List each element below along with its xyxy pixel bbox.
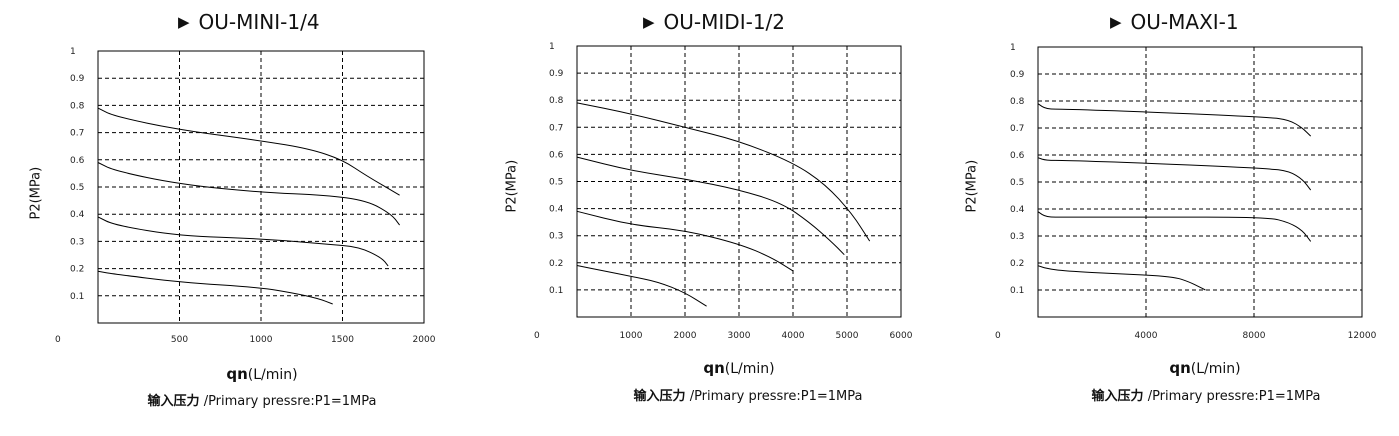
primary-pressure-note: 输入压力 /Primary pressre:P1=1MPa [1092, 385, 1321, 404]
y-tick-label: 0.7 [70, 129, 84, 139]
y-tick-label: 0.1 [70, 292, 84, 302]
y-tick-label: 0.5 [549, 178, 563, 188]
chart-title: ▶ OU-MINI-1/4 [178, 10, 320, 34]
y-tick-label: 0.2 [1010, 259, 1024, 269]
x-axis-label: qn(L/min) [226, 365, 297, 383]
y-tick-label: 0.6 [549, 150, 564, 160]
flow-curve-3 [97, 216, 389, 267]
x-tick-label: 1500 [331, 335, 354, 345]
plot-area: 0.1 0.2 0.3 0.4 0.5 0.6 0.7 0.8 0.9 1 0 1000 2000 300… [534, 42, 913, 341]
x-tick-label: 500 [171, 335, 188, 345]
x-tick-label: 1000 [620, 331, 643, 341]
x-tick-label: 6000 [890, 331, 913, 341]
flow-curve-1 [1037, 103, 1312, 137]
y-tick-label: 0.6 [70, 156, 85, 166]
y-tick-label: 0.1 [1010, 286, 1024, 296]
y-tick-label: 0.2 [70, 265, 84, 275]
chart-title: ▶ OU-MAXI-1 [1110, 10, 1239, 34]
chart-panel-ou-mini: ▶ OU-MINI-1/4 P2(MPa) 0.1 0.2 0.3 0.4 0.5 0.6 0… [0, 0, 460, 436]
note-cn: 输入压力 [147, 394, 200, 409]
flow-curve-3 [576, 210, 794, 272]
y-tick-label: 0.8 [1010, 97, 1025, 107]
x-tick-label: 1000 [250, 335, 273, 345]
x-tick-label: 4000 [1135, 331, 1158, 341]
x-tick-label: 8000 [1243, 331, 1266, 341]
chart-title-text: OU-MIDI-1/2 [663, 10, 786, 34]
y-tick-label: 0.7 [1010, 124, 1024, 134]
flow-curve-1 [97, 107, 400, 196]
note-cn: 输入压力 [1091, 389, 1144, 404]
flow-curve-2 [1037, 157, 1312, 191]
primary-pressure-note: 输入压力 /Primary pressre:P1=1MPa [634, 385, 863, 404]
y-tick-label: 0.4 [70, 210, 85, 220]
x-tick-label: 5000 [836, 331, 859, 341]
y-tick-label: 0.3 [70, 237, 84, 247]
flow-curve-4 [1037, 265, 1206, 291]
note-en: /Primary pressre:P1=1MPa [1147, 389, 1321, 404]
x-axis-label-unit: (L/min) [1190, 361, 1241, 377]
x-tick-label: 0 [534, 331, 540, 341]
x-axis-label-unit: (L/min) [724, 361, 775, 377]
x-axis-label-unit: (L/min) [247, 367, 298, 383]
y-tick-label: 1 [549, 42, 555, 52]
y-tick-label: 1 [70, 47, 76, 57]
x-tick-label: 0 [55, 335, 61, 345]
y-tick-label: 0.2 [549, 259, 563, 269]
x-tick-label: 4000 [782, 331, 805, 341]
flow-curve-2 [97, 162, 401, 226]
plot-area: 0.1 0.2 0.3 0.4 0.5 0.6 0.7 0.8 0.9 1 0 500 1000 1500… [55, 47, 436, 345]
y-tick-label: 0.8 [549, 96, 564, 106]
play-triangle-icon: ▶ [643, 13, 655, 31]
chart-title-text: OU-MINI-1/4 [198, 10, 320, 34]
y-tick-label: 1 [1010, 43, 1016, 53]
chart-title: ▶ OU-MIDI-1/2 [643, 10, 785, 34]
x-tick-label: 2000 [674, 331, 697, 341]
y-tick-label: 0.3 [1010, 232, 1024, 242]
x-axis-label-main: qn [703, 359, 725, 377]
flow-curve-4 [97, 270, 333, 305]
y-tick-label: 0.1 [549, 286, 563, 296]
x-tick-label: 12000 [1348, 331, 1377, 341]
x-tick-label: 2000 [413, 335, 436, 345]
y-tick-label: 0.4 [1010, 205, 1025, 215]
y-tick-label: 0.9 [1010, 70, 1025, 80]
y-tick-label: 0.5 [1010, 178, 1024, 188]
y-tick-label: 0.3 [549, 232, 563, 242]
flow-curve-3 [1037, 211, 1312, 242]
chart-panel-ou-maxi: ▶ OU-MAXI-1 P2(MPa) 0.1 0.2 0.3 0.4 0.5 0.6 0.7… [934, 0, 1394, 436]
y-tick-label: 0.8 [70, 101, 85, 111]
note-cn: 输入压力 [633, 389, 686, 404]
y-tick-label: 0.6 [1010, 151, 1025, 161]
play-triangle-icon: ▶ [1110, 13, 1122, 31]
x-tick-label: 0 [995, 331, 1001, 341]
x-axis-label: qn(L/min) [703, 359, 774, 377]
y-tick-label: 0.9 [70, 74, 85, 84]
chart-title-text: OU-MAXI-1 [1130, 10, 1239, 34]
x-tick-label: 3000 [728, 331, 751, 341]
flow-curve-1 [576, 102, 871, 242]
primary-pressure-note: 输入压力 /Primary pressre:P1=1MPa [148, 390, 377, 409]
y-tick-label: 0.9 [549, 69, 564, 79]
y-tick-label: 0.4 [549, 205, 564, 215]
note-en: /Primary pressre:P1=1MPa [689, 389, 863, 404]
y-tick-label: 0.5 [70, 183, 84, 193]
x-axis-label: qn(L/min) [1169, 359, 1240, 377]
flow-curve-4 [576, 265, 707, 307]
note-en: /Primary pressre:P1=1MPa [203, 394, 377, 409]
x-axis-label-main: qn [1169, 359, 1191, 377]
x-axis-label-main: qn [226, 365, 248, 383]
play-triangle-icon: ▶ [178, 13, 190, 31]
plot-area: 0.1 0.2 0.3 0.4 0.5 0.6 0.7 0.8 0.9 1 0 4000 8000 120… [995, 43, 1377, 341]
chart-panel-ou-midi: ▶ OU-MIDI-1/2 P2(MPa) 0.1 0.2 0.3 0.4 0.5 0.6 0… [466, 0, 926, 436]
flow-curve-2 [576, 156, 845, 256]
y-tick-label: 0.7 [549, 123, 563, 133]
